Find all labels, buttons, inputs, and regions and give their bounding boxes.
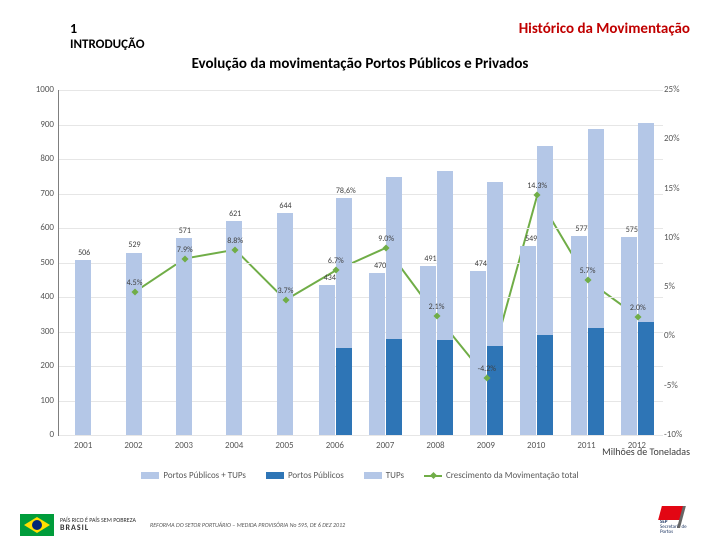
y-axis-tick: 400 <box>30 291 54 302</box>
y2-axis-tick: 25% <box>664 84 690 95</box>
y2-axis-tick: 20% <box>664 133 690 144</box>
x-axis-category: 2002 <box>109 440 159 451</box>
y-axis-tick: 800 <box>30 153 54 164</box>
y-axis-tick: 700 <box>30 188 54 199</box>
legend-item: Portos Públicos <box>266 470 344 481</box>
x-axis-category: 2007 <box>360 440 410 451</box>
growth-value-label: 9.0% <box>366 234 406 244</box>
bar-publicos <box>638 322 654 436</box>
bar-publicos <box>386 339 402 435</box>
y2-axis-tick: 10% <box>664 232 690 243</box>
title-red: Histórico da Movimentação <box>519 20 690 38</box>
brasil-flag-icon <box>20 514 54 536</box>
y-axis-tick: 200 <box>30 360 54 371</box>
bar-tups <box>621 237 637 435</box>
y-axis-tick: 900 <box>30 119 54 130</box>
bar-stacked-tups <box>386 177 402 339</box>
y2-axis-tick: 15% <box>664 183 690 194</box>
bar-publicos <box>336 348 352 435</box>
legend-item: Portos Públicos + TUPs <box>141 470 246 481</box>
bar-tups <box>420 266 436 435</box>
bar-publicos <box>487 346 503 435</box>
growth-value-label: 7.9% <box>165 245 205 255</box>
growth-value-label: 4.5% <box>115 278 155 288</box>
x-axis-category: 2010 <box>511 440 561 451</box>
x-axis-category: 2005 <box>260 440 310 451</box>
y2-axis-tick: -5% <box>664 380 690 391</box>
sep-logo: SEPSecretaria de Portos <box>660 506 700 534</box>
y-axis-tick: 600 <box>30 222 54 233</box>
bar-stacked-tups <box>487 182 503 346</box>
bar-value-label: 506 <box>64 248 104 258</box>
bar-tups <box>520 246 536 435</box>
bar-total <box>75 260 91 435</box>
growth-value-label: -4.2% <box>467 364 507 374</box>
bar-stacked-tups <box>336 198 352 348</box>
growth-value-label: 5.7% <box>568 266 608 276</box>
bar-value-label: 621 <box>215 209 255 219</box>
growth-value-label: 6.7% <box>316 256 356 266</box>
legend-item: TUPs <box>364 470 404 481</box>
footer-left: PAÍS RICO É PAÍS SEM POBREZA BRASIL REFO… <box>20 514 345 536</box>
y2-axis-tick: 5% <box>664 281 690 292</box>
x-axis-category: 2003 <box>159 440 209 451</box>
y2-axis-tick: -10% <box>664 429 690 440</box>
growth-value-label: 14.3% <box>517 181 557 191</box>
bar-stacked-tups <box>588 129 604 328</box>
bar-value-label: 644 <box>266 201 306 211</box>
x-axis-category: 2009 <box>461 440 511 451</box>
y2-axis-tick: 0% <box>664 330 690 341</box>
bar-stacked-tups <box>638 123 654 321</box>
bar-total <box>277 213 293 435</box>
brasil-text: PAÍS RICO É PAÍS SEM POBREZA BRASIL <box>60 517 136 532</box>
growth-value-label: 3.7% <box>266 286 306 296</box>
chart-container: 01002003004005006007008009001000 -10%-5%… <box>30 90 690 460</box>
legend-item: Crescimento da Movimentação total <box>424 470 579 481</box>
x-axis-category: 2006 <box>310 440 360 451</box>
bar-value-label: 529 <box>115 240 155 250</box>
bar-tups <box>319 285 335 435</box>
bar-tups <box>470 271 486 435</box>
growth-value-label: 2.1% <box>417 302 457 312</box>
bar-tups <box>369 273 385 435</box>
y-axis-tick: 1000 <box>30 84 54 95</box>
bar-publicos <box>537 335 553 435</box>
footnote: REFORMA DO SETOR PORTUÁRIO – MEDIDA PROV… <box>150 521 345 529</box>
sep-flag-icon <box>658 506 684 520</box>
bar-total <box>176 238 192 435</box>
x-axis-category: 2004 <box>209 440 259 451</box>
growth-value-label: 8.8% <box>215 236 255 246</box>
growth-value-label: 2.0% <box>618 303 658 313</box>
brasil-name: BRASIL <box>60 523 89 533</box>
unit-label: Milhões de Toneladas <box>602 445 690 458</box>
y-axis-tick: 300 <box>30 326 54 337</box>
y-axis-tick: 0 <box>30 429 54 440</box>
subtitle: Evolução da movimentação Portos Públicos… <box>0 55 720 73</box>
bar-stacked-tups <box>537 146 553 335</box>
bar-publicos <box>437 340 453 435</box>
x-axis-category: 2001 <box>58 440 108 451</box>
y-axis-tick: 500 <box>30 257 54 268</box>
total-percent-label: 78,6% <box>326 186 366 196</box>
y-axis-tick: 100 <box>30 395 54 406</box>
x-axis-category: 2008 <box>411 440 461 451</box>
legend: Portos Públicos + TUPs Portos Públicos TUP… <box>0 470 720 481</box>
bar-value-label: 571 <box>165 226 205 236</box>
bar-publicos <box>588 328 604 435</box>
section-label: INTRODUÇÃO <box>70 37 690 52</box>
plot-area: 5065294.5%5717.9%6218.8%6443.7%43425378,… <box>58 90 663 436</box>
